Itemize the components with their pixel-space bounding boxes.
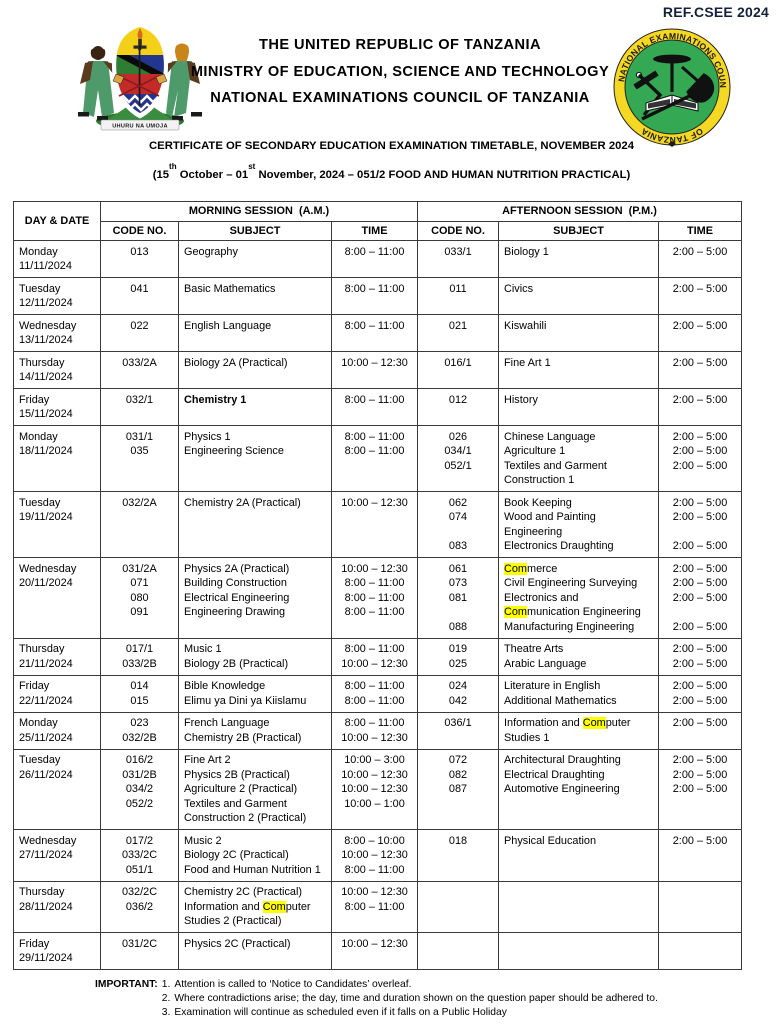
svg-text:UHURU NA UMOJA: UHURU NA UMOJA: [112, 124, 168, 130]
